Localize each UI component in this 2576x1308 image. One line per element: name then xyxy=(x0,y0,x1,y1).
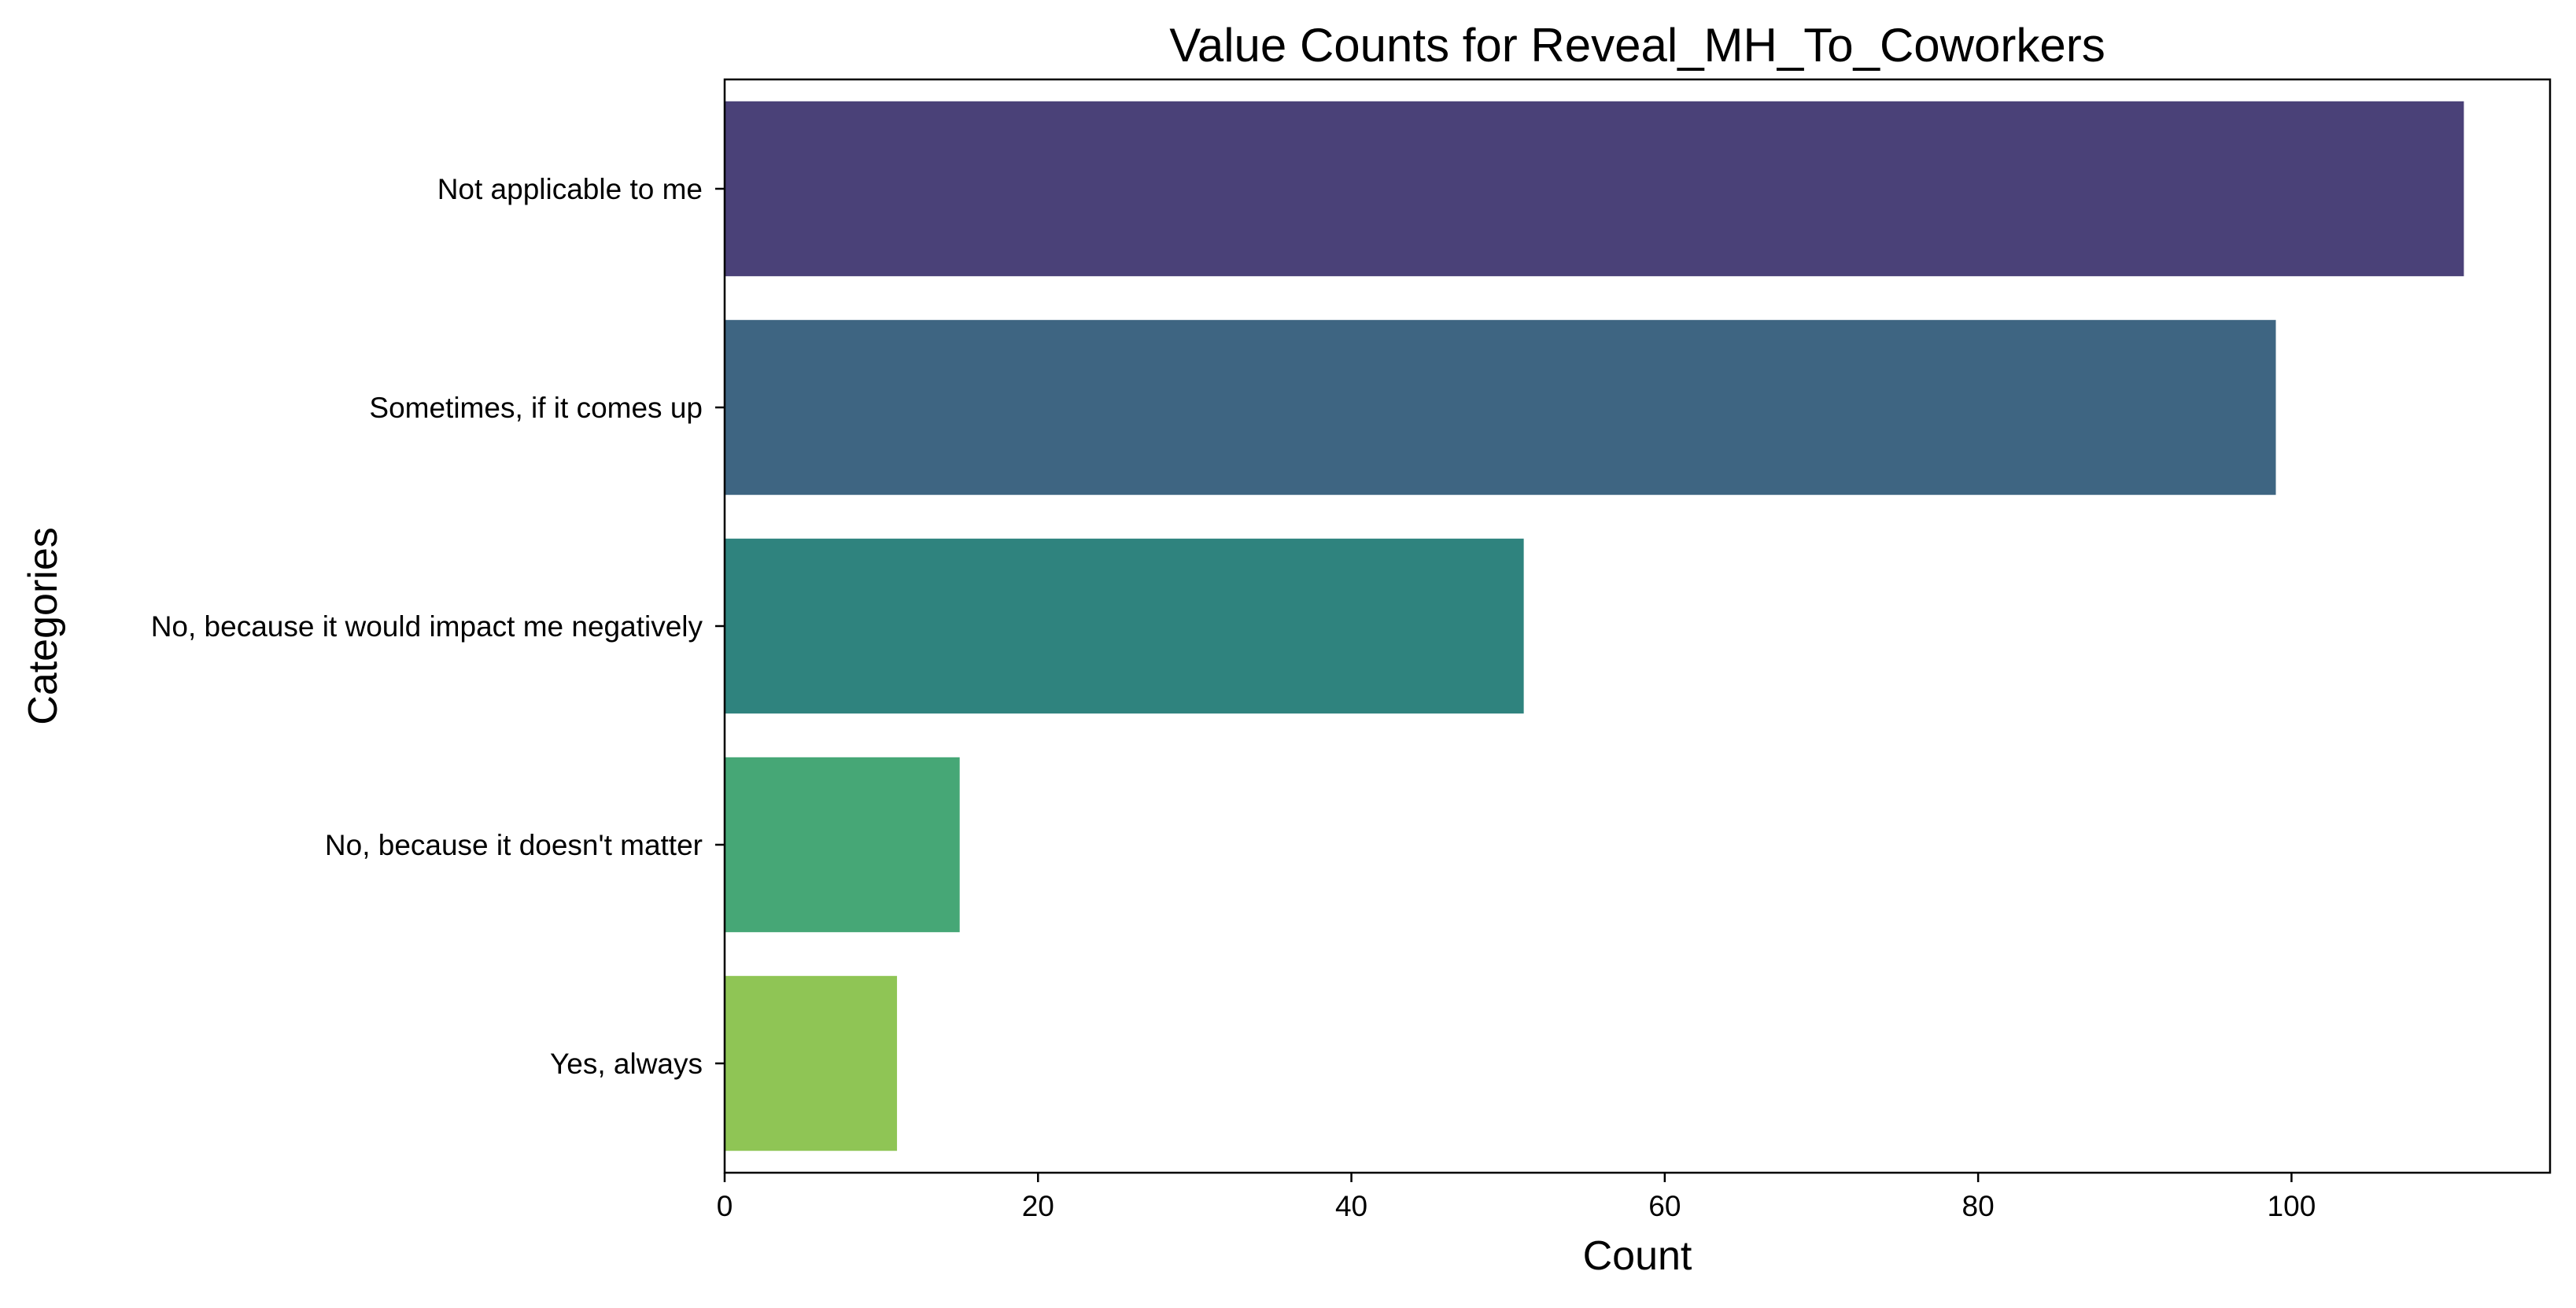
chart-title: Value Counts for Reveal_MH_To_Coworkers xyxy=(1169,19,2105,72)
x-tick-label: 100 xyxy=(2268,1190,2316,1222)
bars-layer xyxy=(725,101,2464,1151)
x-axis-ticks: 0 20 40 60 80 100 xyxy=(717,1173,2316,1222)
x-tick-label: 0 xyxy=(717,1190,733,1222)
y-tick-label: No, because it doesn't matter xyxy=(325,829,703,861)
bar xyxy=(725,538,1524,714)
bar xyxy=(725,319,2276,496)
y-tick-label: Yes, always xyxy=(550,1048,703,1080)
y-tick-label: Not applicable to me xyxy=(437,173,703,205)
bar xyxy=(725,975,898,1151)
bar xyxy=(725,101,2464,277)
y-tick-label: Sometimes, if it comes up xyxy=(369,392,703,424)
x-axis-label: Count xyxy=(1583,1233,1692,1279)
y-axis-ticks: Not applicable to me Sometimes, if it com… xyxy=(151,173,725,1080)
bar xyxy=(725,757,960,933)
x-tick-label: 20 xyxy=(1022,1190,1054,1222)
x-tick-label: 40 xyxy=(1335,1190,1367,1222)
y-axis-label: Categories xyxy=(20,527,66,724)
plot-frame xyxy=(723,78,2552,1174)
x-tick-label: 60 xyxy=(1648,1190,1681,1222)
y-tick-label: No, because it would impact me negativel… xyxy=(151,610,703,643)
x-tick-label: 80 xyxy=(1962,1190,1995,1222)
